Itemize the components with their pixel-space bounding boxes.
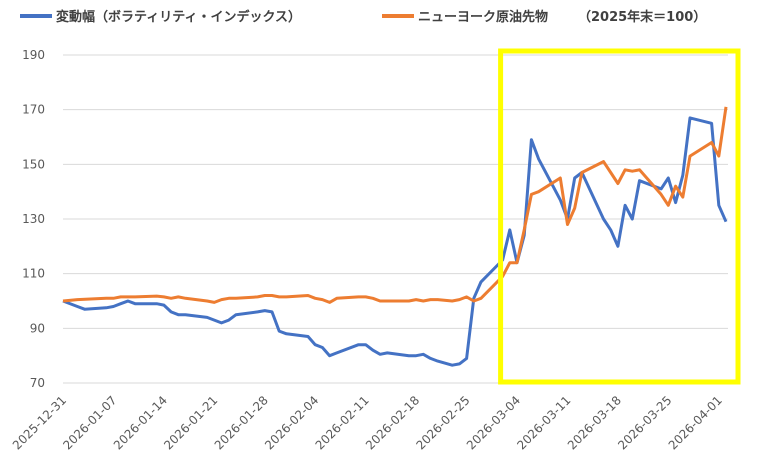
series-line-volatility [62,116,728,367]
legend: 変動幅（ボラティリティ・インデックス） ニューヨーク原油先物 （2025年末＝1… [20,9,706,25]
legend-label-crude-oil: ニューヨーク原油先物 [418,9,548,25]
gridlines [63,54,728,384]
y-tick-label: 170 [22,103,45,117]
y-tick-label: 90 [30,321,45,335]
y-tick-label: 110 [22,267,45,281]
highlight-box [498,48,741,385]
y-axis-ticks: 70 90 110 130 150 170 190 [22,48,45,390]
y-tick-label: 150 [22,157,45,171]
y-tick-label: 70 [30,376,45,390]
x-axis-ticks: 2025-12-312026-01-072026-01-142026-01-21… [10,393,725,452]
y-tick-label: 190 [22,48,45,62]
y-tick-label: 130 [22,212,45,226]
series-lines [62,106,728,367]
legend-baseline-note: （2025年末＝100） [578,9,706,25]
series-line-crude-oil [62,106,728,304]
legend-label-volatility: 変動幅（ボラティリティ・インデックス） [56,9,301,25]
x-tick-label: 2026-04-01 [666,393,725,452]
